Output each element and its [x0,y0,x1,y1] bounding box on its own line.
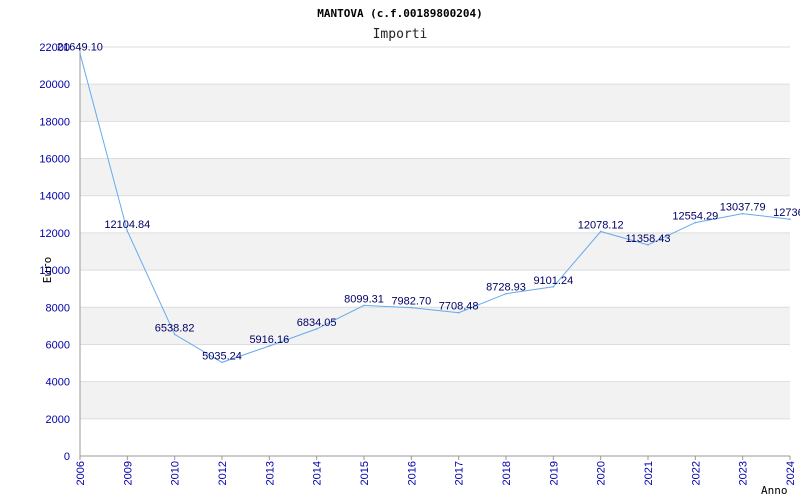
grid-band [80,84,790,122]
data-label: 7708.48 [439,301,479,313]
data-point [694,221,697,224]
data-label: 12736. [773,207,800,219]
x-tick-label: 2016 [406,461,418,485]
y-tick-label: 18000 [39,116,70,128]
grid-band [80,232,790,271]
data-point [79,52,81,55]
y-tick-label: 4000 [46,377,70,389]
data-point [647,244,649,246]
x-tick-label: 2024 [785,461,797,485]
x-tick-label: 2006 [75,461,87,485]
grid-band [80,381,790,419]
y-tick-label: 22000 [39,42,70,54]
data-point [268,345,271,347]
data-label: 5035.24 [202,350,242,362]
data-label: 12104.84 [104,219,150,231]
grid-band [80,158,790,196]
x-tick-label: 2017 [454,461,466,485]
data-labels: 21649.10 12104.84 6538.82 5035.24 5916.16 683… [57,42,800,363]
x-tick-label: 2021 [643,461,655,485]
data-label: 8728.93 [486,282,526,294]
x-tick-label: 2009 [122,461,134,485]
y-tick-label: 20000 [39,79,70,91]
data-label: 9101.24 [533,275,573,287]
data-point [221,361,223,364]
x-tick-label: 2014 [312,461,324,485]
y-tick-label: 8000 [46,302,70,314]
x-tick-label: 2018 [501,461,513,485]
y-tick-label: 2000 [46,414,70,426]
x-tick-label: 2019 [548,461,560,485]
data-point [741,212,744,215]
data-point [126,230,129,232]
data-point [410,306,413,309]
x-tick-label: 2022 [690,461,702,485]
grid-band [80,307,790,345]
data-label: 11358.43 [625,233,670,245]
data-label: 12078.12 [578,219,624,231]
chart-title: MANTOVA (c.f.00189800204) [317,7,483,20]
y-tick-label: 0 [64,451,70,463]
series-line-group [79,52,791,364]
data-label: 6834.05 [297,317,337,329]
data-label: 21649.10 [57,42,103,54]
grid-bands [80,84,790,419]
data-point [599,230,602,233]
y-tick-label: 16000 [39,154,70,166]
y-tick-label: 14000 [39,191,70,203]
data-point [457,311,460,314]
y-axis-label: Euro [41,257,54,284]
data-point [173,333,176,336]
data-point [363,304,365,307]
data-label: 7982.70 [391,296,431,308]
x-tick-label: 2012 [217,461,229,485]
y-tick-label: 12000 [39,228,70,240]
y-tick-label: 10000 [39,265,70,277]
data-label: 13037.79 [720,202,766,214]
series-line [79,53,791,363]
data-label: 5916.16 [249,334,289,346]
x-tick-label: 2010 [170,461,182,485]
x-tick-label: 2013 [264,461,276,485]
data-label: 6538.82 [155,322,195,334]
y-axis-ticks: 0 2000 4000 6000 8000 10000 12000 14000 16000 180… [39,42,70,463]
x-axis-label: Anno [761,484,788,497]
data-point [552,285,555,288]
data-point [315,328,318,330]
grid-lines [79,46,790,457]
data-label: 8099.31 [344,293,384,305]
data-label: 12554.29 [672,211,718,223]
x-tick-label: 2020 [596,461,608,485]
x-tick-label: 2023 [738,461,750,485]
y-tick-label: 6000 [46,339,70,351]
data-point [505,292,507,295]
data-point [789,218,791,221]
x-axis-ticks: 2006 2009 2010 2012 2013 2014 2015 2016 2017 2018… [75,456,797,485]
x-tick-label: 2015 [359,461,371,485]
chart-subtitle: Importi [373,27,428,42]
